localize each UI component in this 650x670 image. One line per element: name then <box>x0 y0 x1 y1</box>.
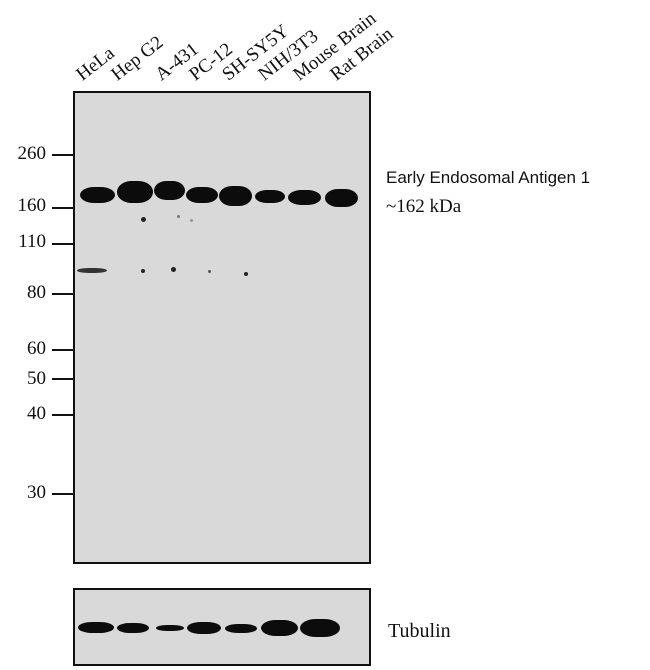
band-hela <box>80 187 115 203</box>
mw-label-60: 60 <box>27 338 46 359</box>
tubulin-band-hela <box>78 622 114 633</box>
band-hepg2 <box>117 181 153 203</box>
band-mouse-brain <box>288 190 321 205</box>
tubulin-band-a431 <box>156 625 184 631</box>
mw-label-160: 160 <box>17 195 47 216</box>
mw-label-80: 80 <box>27 282 46 303</box>
spot <box>177 215 180 218</box>
main-blot-membrane <box>73 91 371 564</box>
target-protein-label: Early Endosomal Antigen 1 <box>386 168 591 187</box>
tubulin-band-pc12 <box>187 622 221 634</box>
spot <box>244 272 248 276</box>
mw-label-50: 50 <box>27 368 46 389</box>
mw-tick-30 <box>52 493 73 495</box>
spot <box>141 269 145 273</box>
target-size-label: ~162 kDa <box>386 196 462 217</box>
tubulin-blot-membrane <box>73 588 371 666</box>
tubulin-band-mouse-brain <box>300 619 340 637</box>
mw-tick-110 <box>52 243 73 245</box>
loading-control-label: Tubulin <box>388 620 451 642</box>
mw-tick-60 <box>52 349 73 351</box>
minor-band-hela <box>77 268 107 273</box>
spot <box>171 267 176 272</box>
mw-tick-40 <box>52 414 73 416</box>
spot <box>190 219 193 222</box>
mw-label-30: 30 <box>27 482 46 503</box>
tubulin-band-hepg2 <box>117 623 149 633</box>
tubulin-band-nih3t3 <box>261 620 298 636</box>
spot <box>141 217 146 222</box>
band-pc12 <box>186 187 218 203</box>
spot <box>208 270 211 273</box>
band-a431 <box>154 181 185 200</box>
band-rat-brain <box>325 189 358 207</box>
tubulin-band-shsy5y <box>225 624 257 633</box>
mw-label-260: 260 <box>17 143 47 164</box>
mw-tick-50 <box>52 378 73 380</box>
mw-label-110: 110 <box>18 231 46 252</box>
mw-tick-260 <box>52 154 73 156</box>
band-nih3t3 <box>255 190 285 203</box>
mw-tick-160 <box>52 207 73 209</box>
mw-label-40: 40 <box>27 403 46 424</box>
mw-tick-80 <box>52 293 73 295</box>
band-shsy5y <box>219 186 252 206</box>
